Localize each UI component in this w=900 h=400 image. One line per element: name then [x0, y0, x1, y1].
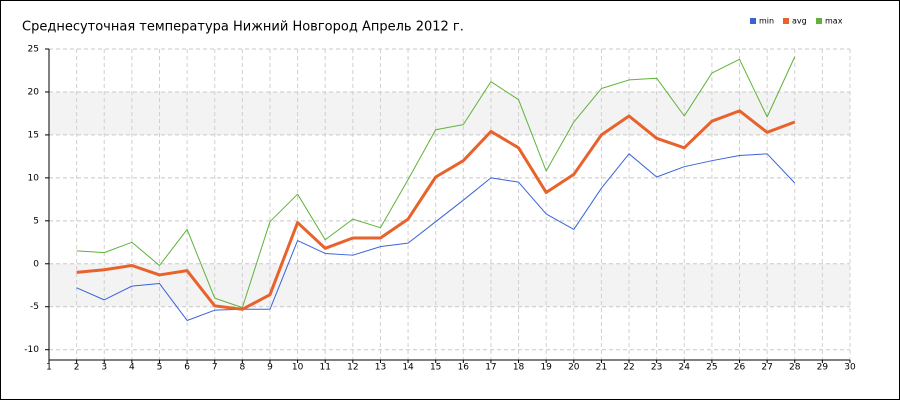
x-tick-label: 12 [347, 363, 358, 373]
y-tick-label: 20 [28, 87, 40, 97]
y-tick-label: 5 [33, 216, 39, 226]
x-tick-label: 24 [679, 363, 691, 373]
x-tick-label: 25 [706, 363, 717, 373]
series-line [76, 153, 796, 321]
y-tick-label: 15 [28, 130, 39, 140]
x-tick-label: 3 [101, 363, 107, 373]
grid-band [49, 263, 850, 307]
x-tick-label: 21 [596, 363, 607, 373]
x-tick-label: 11 [319, 363, 330, 373]
x-tick-label: 27 [761, 363, 772, 373]
x-tick-label: 29 [817, 363, 829, 373]
x-tick-label: 16 [458, 363, 470, 373]
x-tick-label: 1 [46, 363, 52, 373]
x-tick-label: 30 [844, 363, 856, 373]
x-tick-label: 23 [651, 363, 662, 373]
chart-title: Среднесуточная температура Нижний Новгор… [22, 20, 464, 35]
x-tick-label: 8 [239, 363, 245, 373]
x-tick-label: 20 [568, 363, 580, 373]
y-tick-label: 10 [28, 173, 40, 183]
y-tick-label: -10 [24, 345, 39, 355]
x-tick-label: 6 [184, 363, 190, 373]
legend-label: min [759, 17, 774, 26]
x-tick-label: 7 [212, 363, 218, 373]
legend-label: max [825, 17, 843, 26]
y-tick-label: 0 [33, 259, 39, 269]
series-line [76, 109, 796, 311]
x-tick-label: 26 [734, 363, 746, 373]
x-tick-label: 4 [129, 363, 135, 373]
x-tick-label: 28 [789, 363, 801, 373]
x-tick-label: 9 [267, 363, 273, 373]
x-tick-label: 14 [402, 363, 414, 373]
y-tick-label: -5 [30, 302, 39, 312]
legend-label: avg [792, 17, 807, 26]
x-tick-label: 19 [540, 363, 552, 373]
grid-band [49, 91, 850, 135]
legend-swatch [816, 18, 822, 24]
x-tick-label: 13 [375, 363, 386, 373]
x-tick-label: 5 [157, 363, 163, 373]
x-tick-label: 10 [292, 363, 304, 373]
legend-swatch [750, 18, 756, 24]
x-tick-label: 2 [74, 363, 80, 373]
x-tick-label: 22 [623, 363, 634, 373]
x-tick-label: 15 [430, 363, 441, 373]
y-tick-label: 25 [28, 45, 39, 55]
x-tick-label: 17 [485, 363, 496, 373]
legend-swatch [783, 18, 789, 24]
x-tick-label: 18 [513, 363, 525, 373]
series-line [76, 56, 796, 309]
